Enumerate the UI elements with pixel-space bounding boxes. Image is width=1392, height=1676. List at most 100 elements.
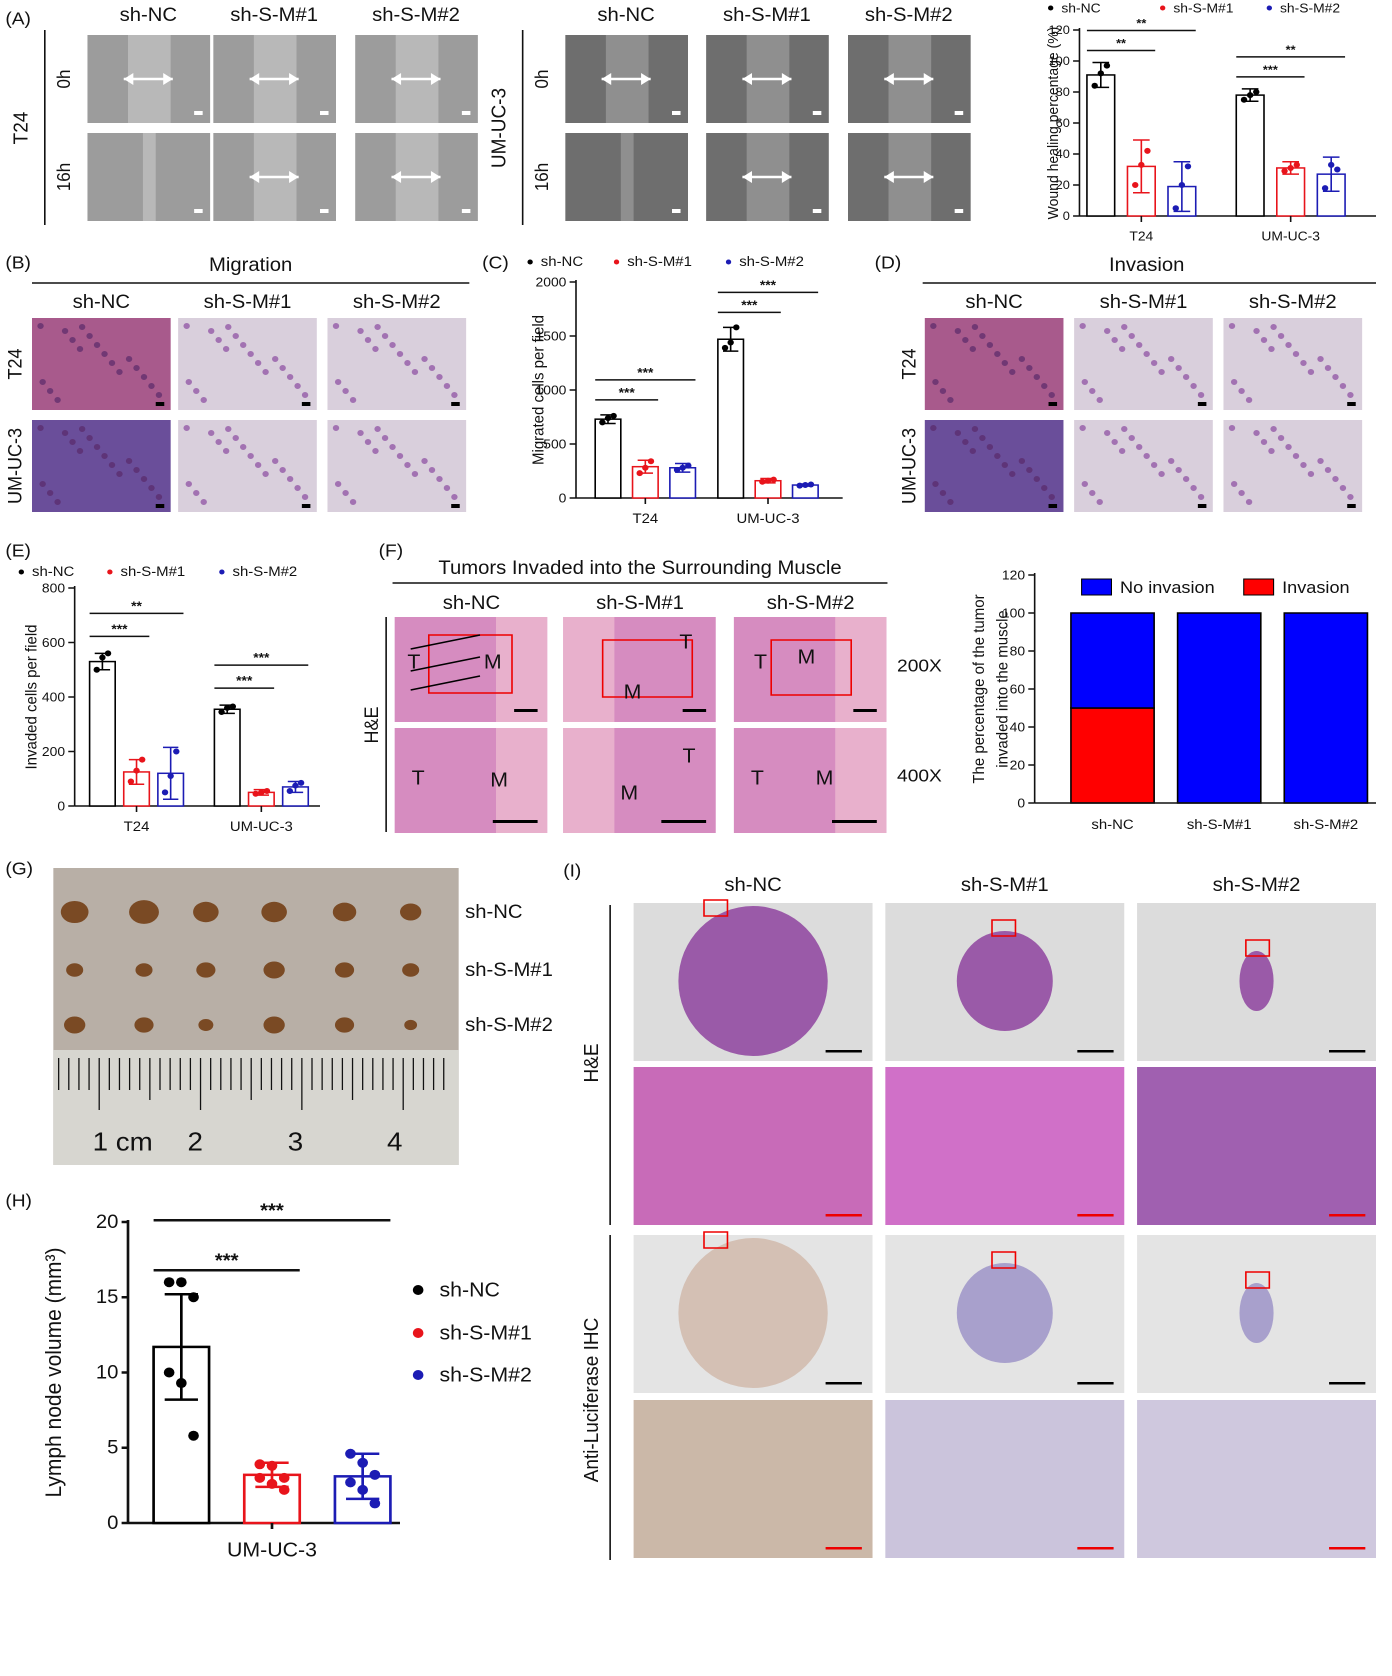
legend-marker — [1266, 5, 1272, 11]
legend-marker — [219, 569, 225, 575]
cell-speck — [1332, 476, 1339, 482]
bar — [88, 660, 116, 807]
micrograph — [327, 420, 467, 512]
cell-speck — [155, 392, 163, 398]
cell-speck — [46, 490, 54, 496]
cell-speck — [1190, 383, 1197, 389]
y-tick-label: 60 — [1010, 682, 1025, 697]
significance-label: *** — [236, 674, 253, 689]
cell-speck — [389, 444, 396, 450]
data-point — [1328, 161, 1335, 168]
data-point — [133, 767, 140, 774]
data-point — [1097, 70, 1104, 77]
cell-speck — [1268, 448, 1275, 454]
cell-speck — [1277, 333, 1285, 339]
lymph-node — [334, 1017, 355, 1033]
significance-label: *** — [253, 651, 270, 666]
cell-speck — [342, 388, 349, 394]
x-tick-label: sh-NC — [1091, 817, 1133, 832]
cell-speck — [39, 379, 46, 385]
cell-speck — [1339, 485, 1347, 491]
cell-speck — [108, 462, 116, 468]
cell-speck — [939, 490, 947, 496]
panel-label: (H) — [5, 1190, 32, 1210]
legend-marker — [725, 259, 732, 265]
cell-speck — [215, 439, 222, 445]
data-point — [278, 1472, 290, 1483]
scale-bar — [155, 504, 165, 508]
cell-speck — [140, 374, 148, 380]
cell-speck — [451, 392, 458, 398]
data-point — [369, 1498, 381, 1509]
cell-speck — [286, 476, 294, 482]
data-point — [263, 788, 271, 795]
cell-speck — [301, 494, 309, 500]
cell-speck — [69, 337, 76, 343]
data-point — [229, 703, 237, 710]
column-header: sh-S-M#1 — [1100, 291, 1188, 312]
cell-speck — [1121, 426, 1128, 432]
cell-speck — [254, 462, 262, 468]
cell-speck — [101, 351, 108, 357]
cell-speck — [971, 426, 979, 432]
cell-speck — [1332, 374, 1339, 380]
y-tick-label: 0 — [559, 491, 567, 506]
muscle-tissue — [835, 728, 887, 833]
cell-speck — [1158, 471, 1165, 477]
cell-speck — [1136, 342, 1143, 348]
row-label: sh-S-M#1 — [465, 959, 553, 980]
scale-bar — [1197, 504, 1207, 508]
cell-speck — [1009, 369, 1016, 375]
cell-speck — [1143, 351, 1150, 357]
cell-speck — [986, 342, 994, 348]
scale-bar — [1048, 402, 1058, 406]
cell-speck — [254, 360, 262, 366]
data-point — [163, 1367, 175, 1378]
y-tick-label: 80 — [1010, 644, 1025, 659]
micrograph — [633, 1400, 873, 1558]
cell-speck — [61, 430, 69, 436]
legend-marker — [1048, 5, 1054, 11]
arrow — [410, 656, 481, 672]
data-point — [345, 1477, 356, 1488]
panel-label: (A) — [5, 8, 31, 28]
lymph-node — [64, 1016, 86, 1034]
y-tick-label: 2000 — [536, 275, 567, 290]
tissue-marker: M — [620, 782, 638, 804]
cell-speck — [1111, 439, 1118, 445]
tissue-marker: T — [407, 651, 420, 673]
cell-speck — [954, 328, 962, 334]
data-point — [599, 419, 606, 426]
bar — [213, 708, 241, 807]
time-label: 0h — [54, 70, 75, 89]
bar-segment — [1070, 707, 1155, 804]
roi-box — [991, 919, 1017, 937]
legend-label: sh-NC — [541, 254, 583, 269]
tissue-section — [1239, 1283, 1274, 1343]
cell-speck — [436, 374, 443, 380]
cell-speck — [1089, 490, 1096, 496]
lymph-node — [261, 901, 287, 923]
cell-speck — [1339, 383, 1347, 389]
cell-speck — [954, 430, 962, 436]
scale-bar — [320, 111, 329, 115]
cell-speck — [222, 346, 230, 352]
roi-box — [703, 899, 729, 917]
time-label: 0h — [532, 70, 553, 89]
data-point — [176, 1277, 187, 1288]
cell-speck — [286, 374, 294, 380]
cell-speck — [232, 333, 239, 339]
cell-speck — [342, 490, 349, 496]
data-point — [99, 654, 106, 661]
scale-bar — [661, 820, 707, 823]
panel-title: Migration — [209, 254, 292, 275]
data-point — [266, 1478, 278, 1489]
cell-speck — [1292, 453, 1300, 459]
data-point — [167, 773, 174, 780]
legend-label: sh-S-M#1 — [121, 564, 186, 579]
cell-speck — [1168, 458, 1175, 464]
significance-label: *** — [215, 1251, 239, 1272]
cell-speck — [443, 485, 451, 491]
legend-marker — [412, 1328, 424, 1338]
y-tick-label: 60 — [1056, 116, 1070, 130]
